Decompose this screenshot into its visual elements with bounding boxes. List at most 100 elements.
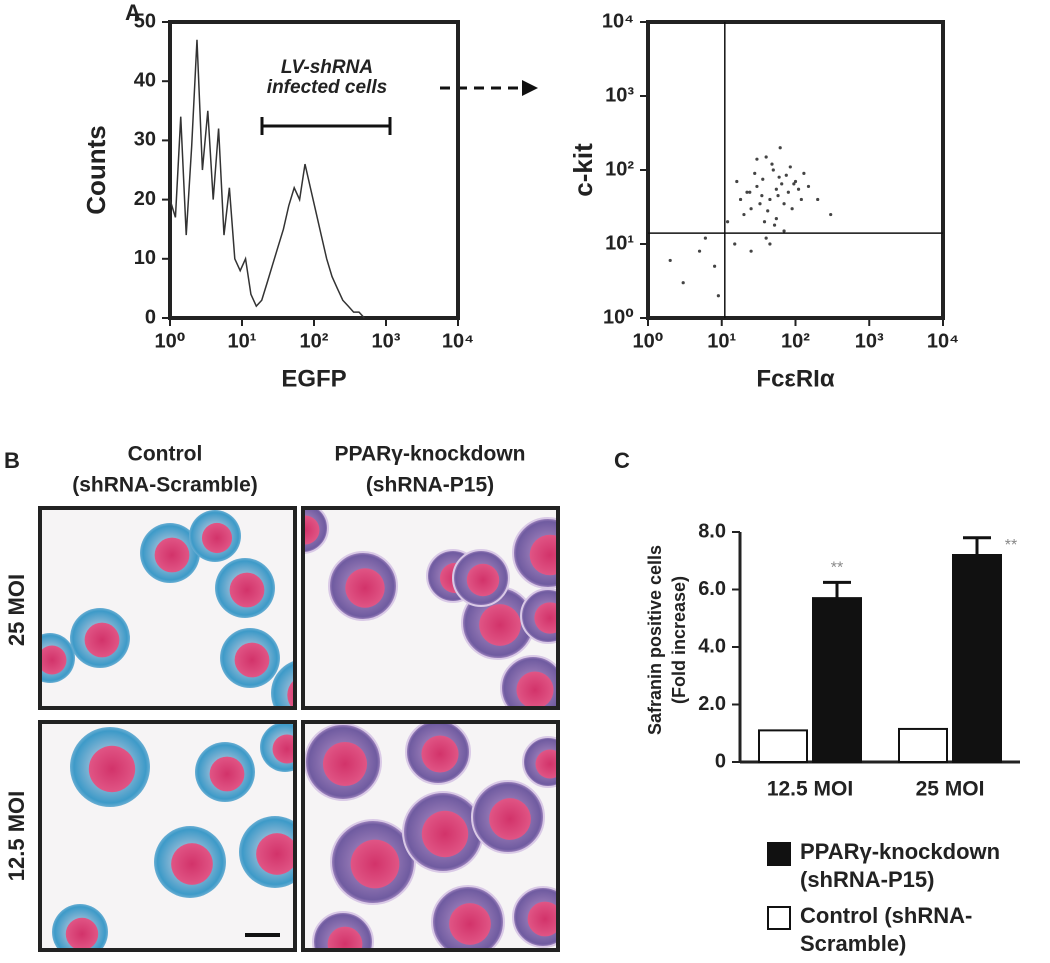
x-axis-label: FcεRIα — [756, 365, 834, 392]
scatter-point — [716, 294, 720, 298]
y-tick-label: 10¹ — [605, 232, 634, 254]
scatter-point — [793, 179, 798, 184]
micrograph-frame — [38, 720, 297, 952]
scatter-point — [761, 177, 765, 181]
x-tick-label: 10¹ — [707, 330, 736, 352]
scatter-point — [777, 175, 781, 179]
x-tick-label: 10³ — [855, 330, 884, 352]
scatter-point — [799, 197, 803, 202]
scatter-point — [782, 229, 786, 233]
scatter-point — [776, 194, 780, 198]
scatter-point — [742, 212, 746, 217]
cells — [52, 722, 295, 950]
y-tick-label: 50 — [134, 10, 156, 32]
nucleus — [534, 602, 558, 634]
panel-label: B — [4, 448, 20, 473]
annotation: LV-shRNA — [281, 57, 373, 78]
legend-swatch — [767, 906, 791, 930]
scatter-point — [788, 165, 792, 169]
nucleus — [479, 604, 521, 646]
scatter-point — [668, 258, 672, 263]
scatter-point — [762, 220, 767, 224]
y-axis-label: Safranin positive cells — [645, 545, 665, 735]
scatter-point — [768, 197, 772, 202]
scatter-point — [713, 264, 717, 268]
y-tick-label: 2.0 — [698, 693, 726, 715]
nucleus — [234, 642, 270, 678]
scatter-point — [738, 197, 743, 202]
y-axis-label: c-kit — [568, 143, 598, 197]
scatter-point — [760, 194, 764, 198]
nucleus — [303, 515, 320, 545]
y-tick-label: 0 — [145, 306, 156, 328]
scatter-point — [703, 236, 707, 240]
cells — [40, 510, 295, 708]
nucleus — [154, 537, 190, 573]
nucleus — [88, 745, 136, 793]
y-tick-label: 0 — [715, 750, 726, 772]
y-tick-label: 10⁰ — [603, 306, 634, 328]
y-tick-label: 30 — [134, 129, 156, 151]
scatter-point — [780, 182, 784, 186]
nucleus — [272, 734, 295, 764]
cells — [303, 508, 558, 708]
y-tick-label: 10⁴ — [602, 10, 634, 32]
scatter-point — [745, 190, 749, 194]
nucleus — [256, 833, 295, 875]
bar — [952, 554, 1002, 763]
nucleus — [449, 903, 491, 945]
scatter-point — [766, 209, 770, 213]
scatter-point — [753, 171, 757, 175]
x-tick-label: 10² — [300, 330, 329, 352]
significance: ** — [831, 560, 843, 577]
scatter-point — [802, 171, 806, 175]
bar — [812, 597, 862, 763]
scatter-point — [725, 220, 730, 224]
histogram-line — [169, 39, 365, 319]
y-tick-label: 40 — [134, 69, 156, 91]
panel-label: C — [614, 448, 630, 473]
bar — [898, 727, 948, 763]
nucleus — [516, 671, 554, 708]
scatter-point — [764, 155, 768, 159]
nucleus — [421, 735, 459, 773]
y-tick-label: 10³ — [605, 84, 634, 106]
significance: ** — [1005, 537, 1017, 554]
scatter-point — [768, 242, 772, 246]
x-axis-label: EGFP — [281, 365, 346, 392]
scatter-point — [816, 197, 820, 202]
scatter-point — [772, 223, 777, 227]
y-tick-label: 8.0 — [698, 520, 726, 542]
scatter-point — [771, 168, 775, 172]
nucleus — [527, 901, 558, 937]
plot-frame — [646, 20, 945, 320]
x-tick-label: 10⁰ — [632, 330, 663, 352]
nucleus — [84, 622, 120, 658]
x-tick-label: 10² — [781, 330, 810, 352]
cells — [304, 722, 558, 950]
legend-label: Control (shRNA-Scramble) — [800, 903, 973, 956]
nucleus — [209, 756, 245, 792]
scatter-point — [792, 182, 796, 186]
column-title: PPARγ-knockdown — [335, 443, 526, 466]
scatter-point — [681, 281, 685, 285]
x-tick-label: 10⁴ — [442, 330, 474, 352]
row-label: 12.5 MOI — [4, 791, 29, 881]
scatter-point — [796, 187, 801, 191]
scatter-point — [774, 187, 778, 191]
micrograph-frame — [38, 506, 297, 710]
nucleus — [466, 563, 500, 597]
column-subtitle: (shRNA-P15) — [366, 474, 494, 497]
scatter-point — [755, 157, 759, 161]
column-title: Control — [128, 443, 203, 466]
y-tick-label: 10² — [605, 158, 634, 180]
x-tick-label: 12.5 MOI — [767, 778, 853, 801]
y-axis-label: (Fold increase) — [669, 576, 689, 704]
arrow-head — [522, 80, 538, 96]
scatter-point — [774, 217, 778, 221]
x-tick-label: 10¹ — [228, 330, 257, 352]
y-tick-label: 10 — [134, 247, 156, 269]
scatter-point — [755, 184, 759, 189]
scatter-point — [697, 249, 702, 253]
